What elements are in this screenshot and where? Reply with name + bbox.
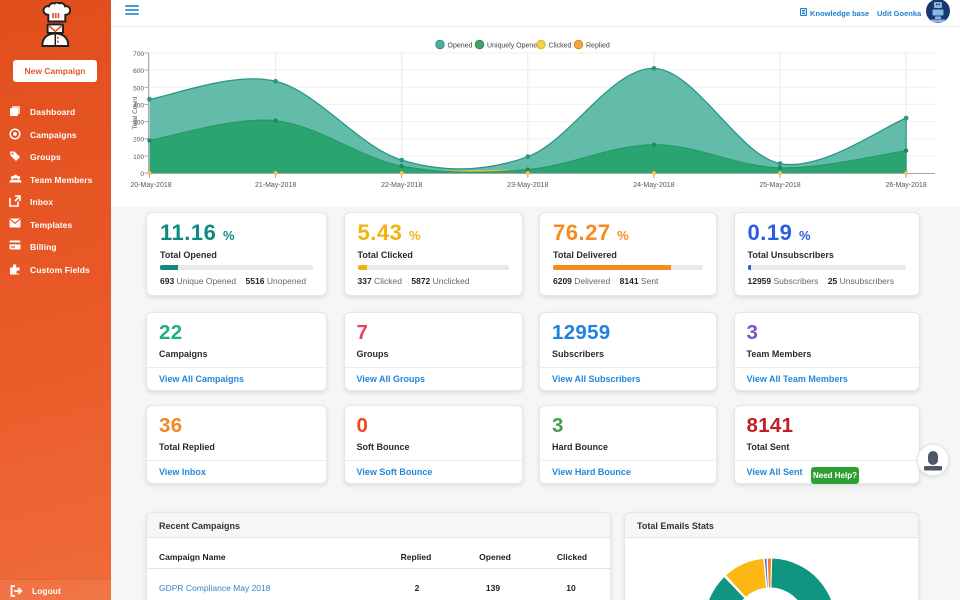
svg-text:600: 600 xyxy=(133,68,144,75)
svg-text:Uniquely Opened: Uniquely Opened xyxy=(487,43,541,50)
svg-text:Replied: Replied xyxy=(586,43,610,50)
svg-text:25-May-2018: 25-May-2018 xyxy=(759,182,800,189)
svg-text:200: 200 xyxy=(133,137,144,144)
svg-text:100: 100 xyxy=(133,154,144,161)
svg-text:400: 400 xyxy=(133,102,144,109)
svg-text:20-May-2018: 20-May-2018 xyxy=(130,182,171,189)
svg-text:Total Count: Total Count xyxy=(132,96,139,129)
svg-text:22-May-2018: 22-May-2018 xyxy=(381,182,422,189)
svg-text:300: 300 xyxy=(133,120,144,127)
svg-text:500: 500 xyxy=(133,85,144,92)
svg-text:24-May-2018: 24-May-2018 xyxy=(633,182,674,189)
svg-text:23-May-2018: 23-May-2018 xyxy=(507,182,548,189)
svg-text:0: 0 xyxy=(140,171,144,178)
svg-text:Opened: Opened xyxy=(448,43,473,50)
svg-text:Clicked: Clicked xyxy=(549,43,572,50)
svg-text:700: 700 xyxy=(133,51,144,58)
svg-text:26-May-2018: 26-May-2018 xyxy=(885,182,926,189)
svg-text:21-May-2018: 21-May-2018 xyxy=(255,182,296,189)
